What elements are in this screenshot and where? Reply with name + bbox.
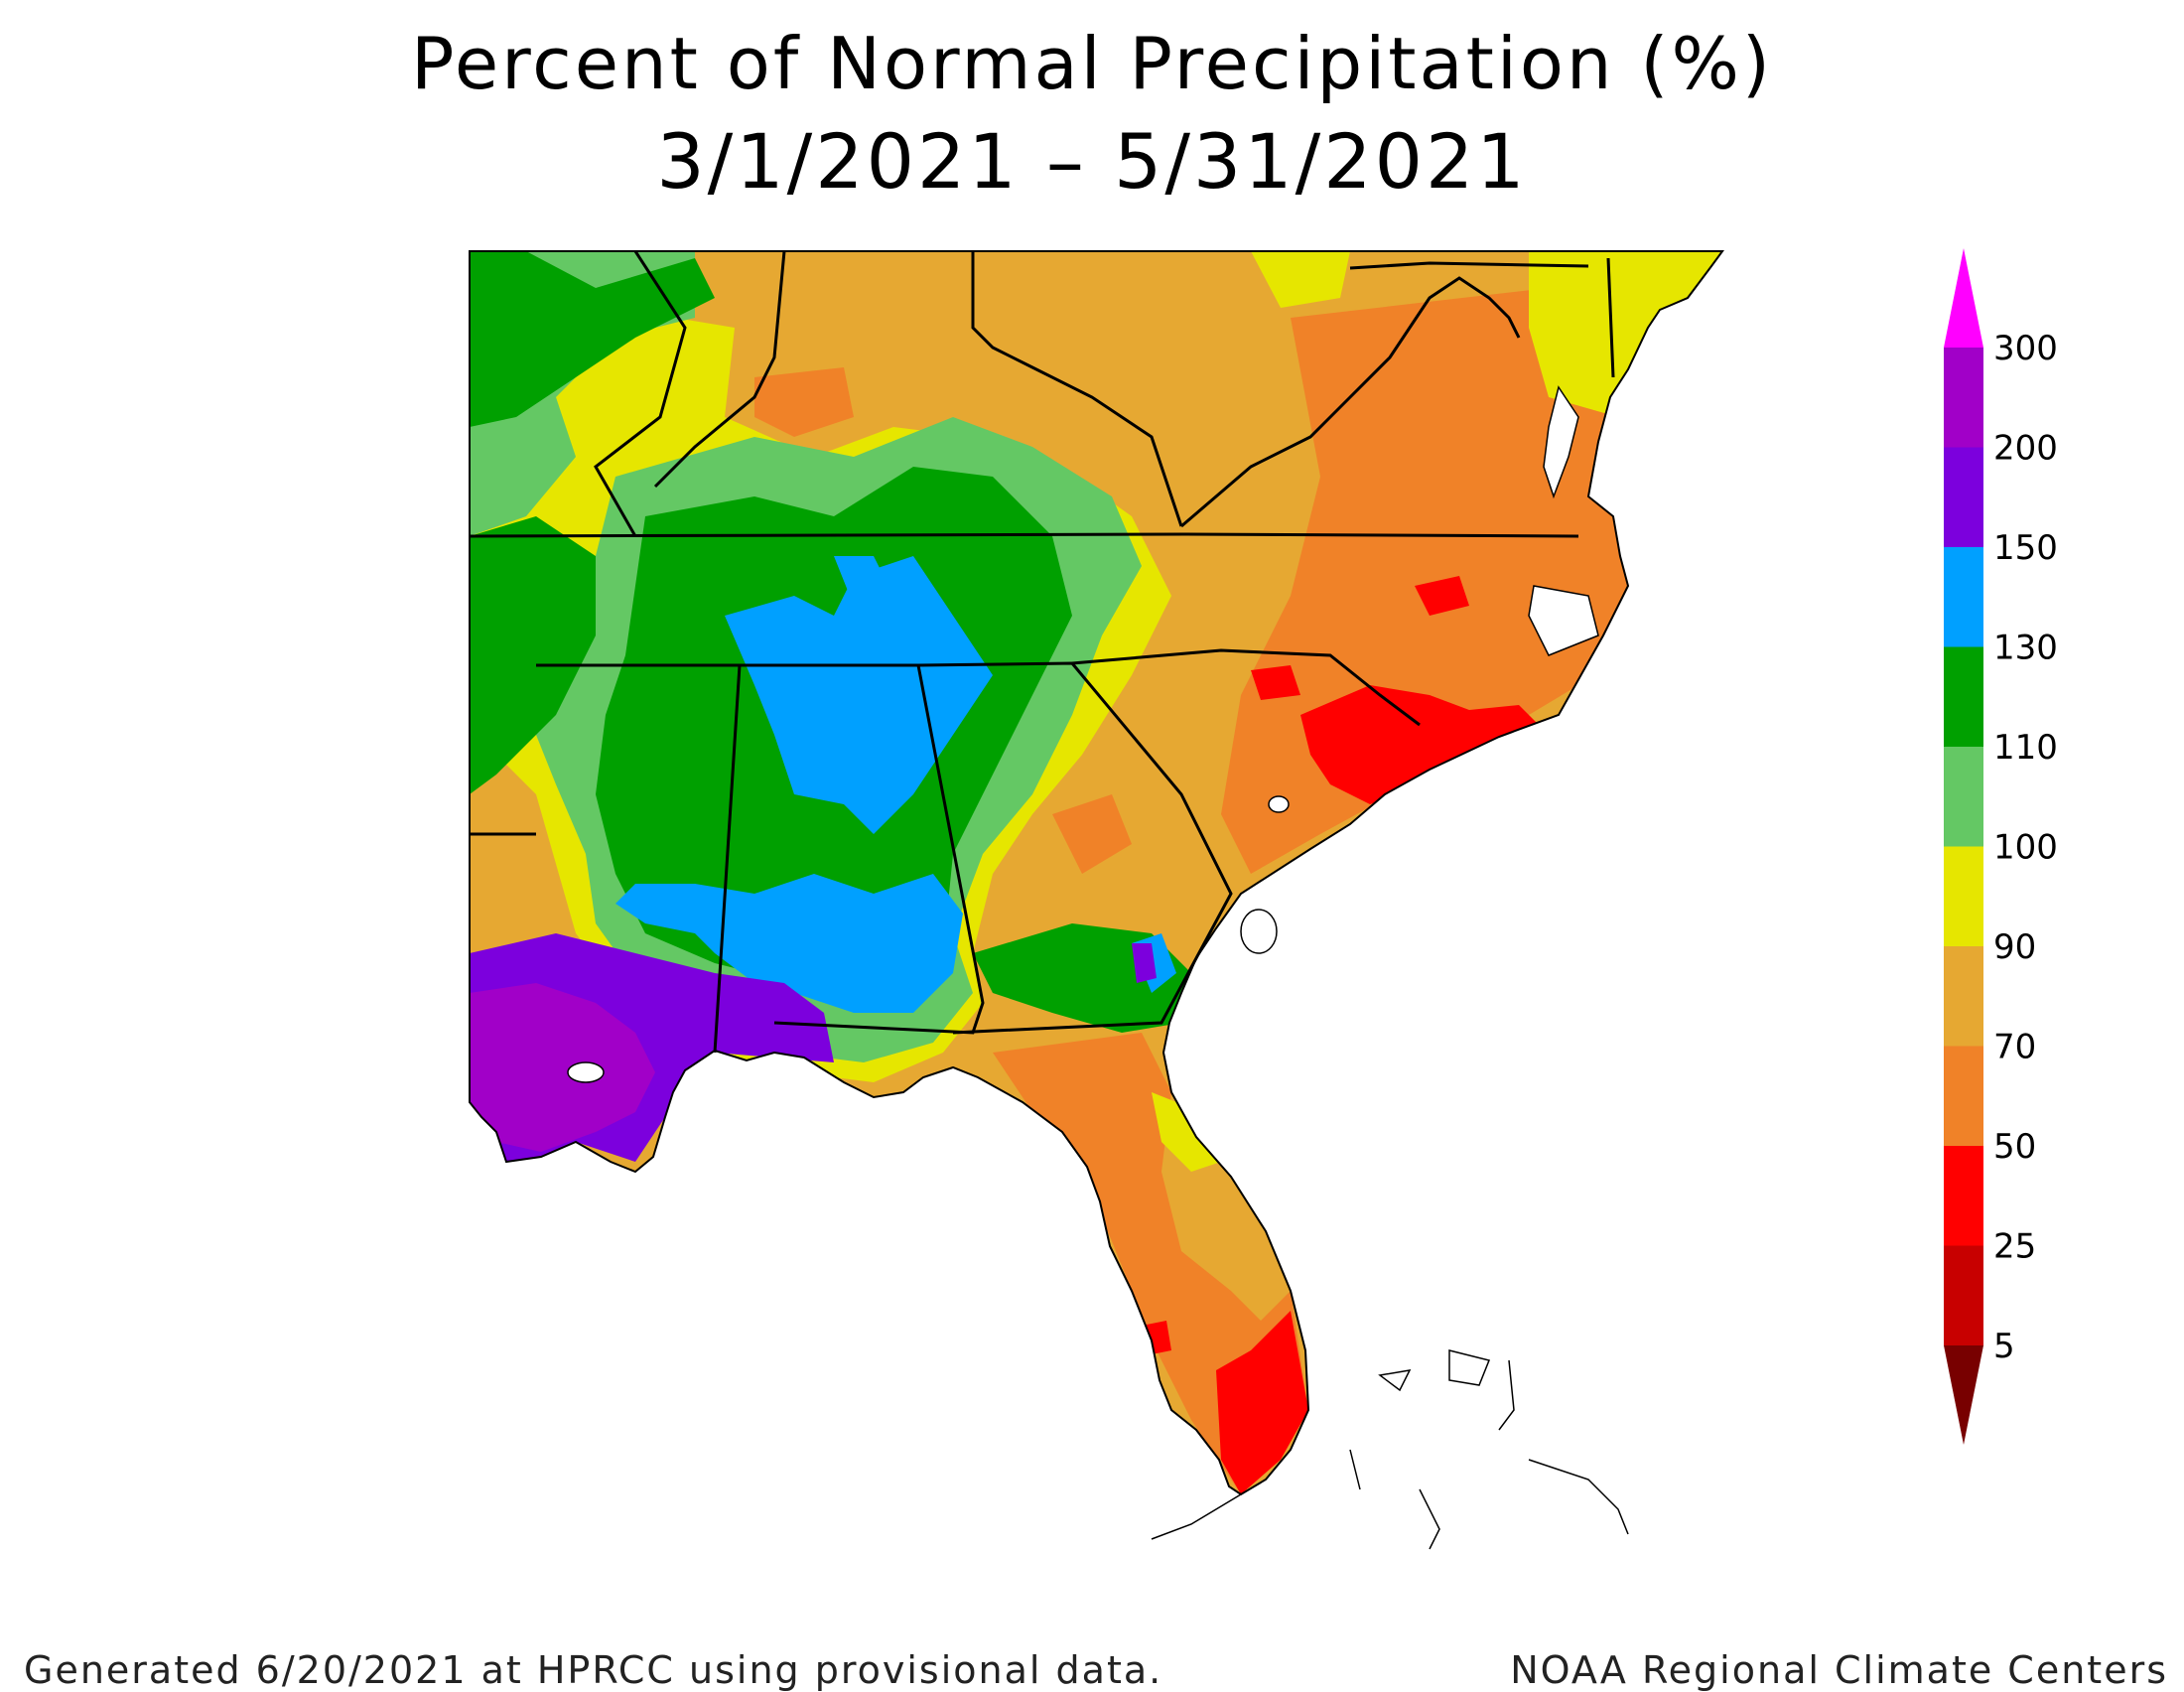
legend-swatch	[1944, 946, 1983, 1047]
water-bodies	[567, 385, 1599, 1083]
legend-swatch	[1944, 348, 1983, 448]
footer-generated: Generated 6/20/2021 at HPRCC using provi…	[24, 1648, 1163, 1692]
legend-swatch	[1944, 1046, 1983, 1147]
legend-arrow-top	[1944, 248, 1983, 348]
legend-swatch	[1944, 1146, 1983, 1246]
legend-swatch	[1944, 1245, 1983, 1346]
legend-label: 100	[1993, 828, 2058, 868]
legend-swatch	[1944, 747, 1983, 847]
legend-label: 130	[1993, 629, 2058, 668]
legend-swatch	[1944, 447, 1983, 548]
legend-label: 50	[1993, 1127, 2036, 1167]
legend-label: 150	[1993, 528, 2058, 568]
legend-arrow-bottom	[1944, 1345, 1983, 1445]
legend-label: 70	[1993, 1028, 2036, 1067]
state-boundaries	[469, 250, 1615, 1054]
date-range-subtitle: 3/1/2021 – 5/31/2021	[656, 117, 1528, 206]
islands	[1151, 1349, 1629, 1550]
legend-label: 90	[1993, 927, 2036, 967]
legend-swatch	[1944, 646, 1983, 748]
legend-label: 25	[1993, 1227, 2036, 1267]
legend-label: 300	[1993, 329, 2058, 368]
map-title: Percent of Normal Precipitation (%)	[411, 22, 1773, 105]
footer-source: NOAA Regional Climate Centers	[1510, 1648, 2168, 1692]
legend-label: 5	[1993, 1327, 2015, 1366]
legend-label: 110	[1993, 728, 2058, 768]
legend-label: 200	[1993, 429, 2058, 469]
legend-swatch	[1944, 547, 1983, 647]
legend-swatch	[1944, 846, 1983, 947]
